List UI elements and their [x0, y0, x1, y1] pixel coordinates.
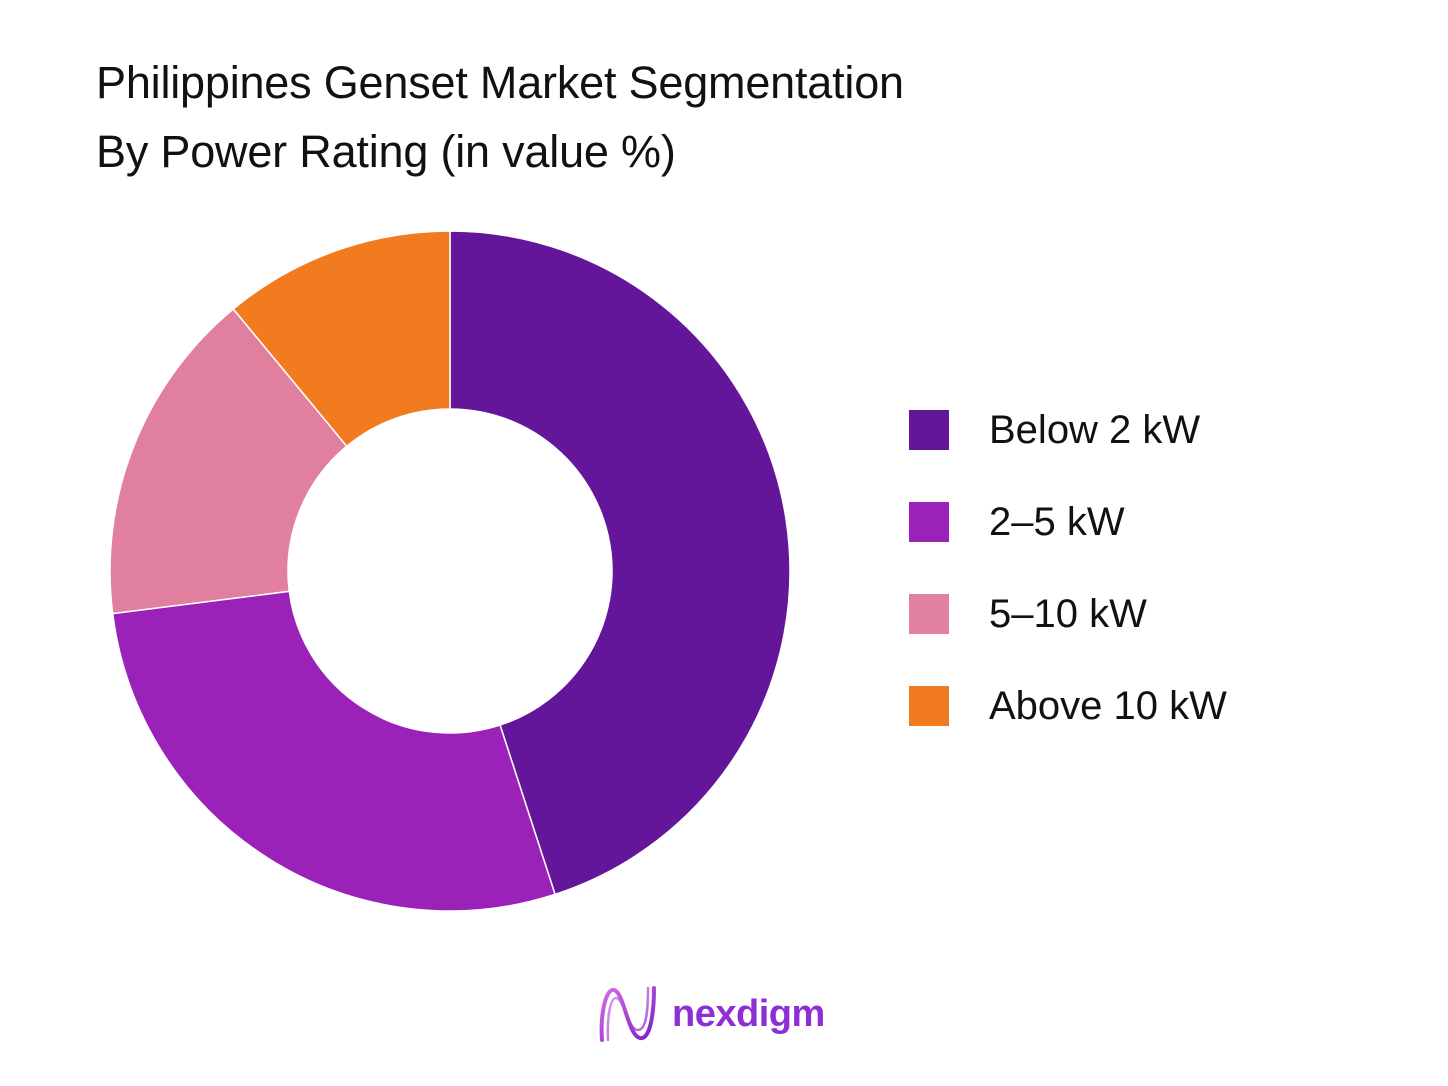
logo-text: nexdigm [672, 992, 825, 1035]
chart-title: Philippines Genset Market Segmentation B… [96, 48, 904, 186]
legend-swatch [909, 410, 949, 450]
legend-swatch [909, 686, 949, 726]
nexdigm-logo: nexdigm [598, 984, 825, 1044]
legend-item-5-10kw: 5–10 kW [909, 568, 1227, 660]
legend-item-below-2kw: Below 2 kW [909, 384, 1227, 476]
legend-label: Above 10 kW [989, 683, 1227, 728]
legend-swatch [909, 502, 949, 542]
chart-title-line-1: Philippines Genset Market Segmentation [96, 57, 904, 108]
legend: Below 2 kW 2–5 kW 5–10 kW Above 10 kW [909, 384, 1227, 752]
legend-item-above-10kw: Above 10 kW [909, 660, 1227, 752]
legend-label: 5–10 kW [989, 591, 1147, 636]
donut-chart [109, 230, 791, 912]
legend-label: Below 2 kW [989, 407, 1201, 452]
legend-label: 2–5 kW [989, 499, 1125, 544]
legend-swatch [909, 594, 949, 634]
donut-slice-5-10kw [109, 307, 348, 615]
donut-slice-below-2kw [449, 230, 791, 896]
legend-item-2-5kw: 2–5 kW [909, 476, 1227, 568]
donut-slice-2-5kw [111, 590, 557, 912]
chart-title-line-2: By Power Rating (in value %) [96, 126, 676, 177]
donut-slice-above-10kw [232, 230, 451, 448]
nexdigm-wave-icon [599, 986, 656, 1042]
